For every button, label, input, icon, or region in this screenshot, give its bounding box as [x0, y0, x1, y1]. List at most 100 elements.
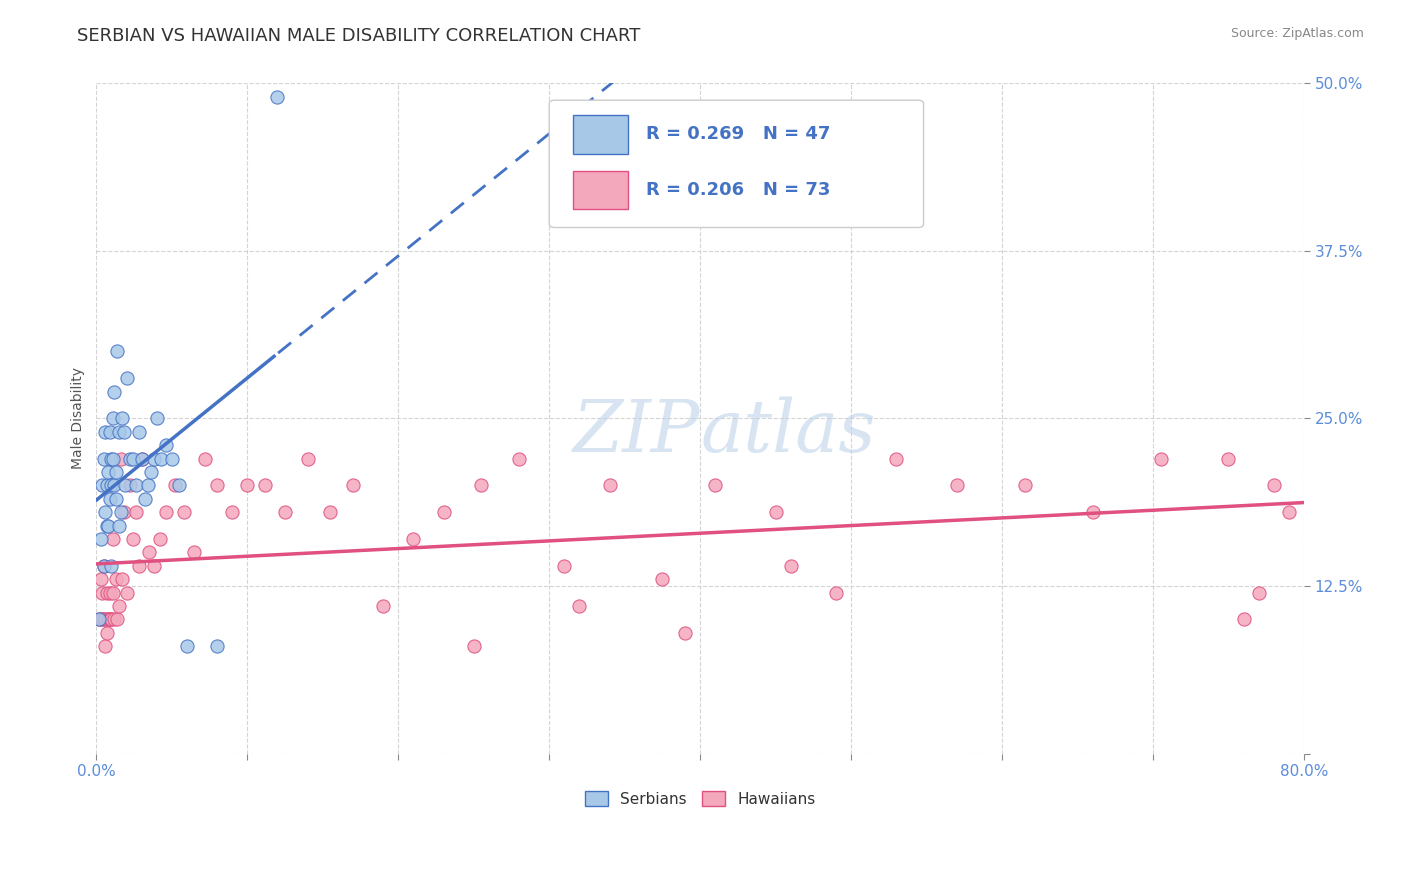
Point — [103, 613, 125, 627]
Point — [107, 344, 129, 359]
Point — [131, 451, 153, 466]
Point — [98, 425, 121, 439]
Text: Source: ZipAtlas.com: Source: ZipAtlas.com — [1230, 27, 1364, 40]
Point — [673, 626, 696, 640]
Point — [118, 478, 141, 492]
Point — [779, 558, 801, 573]
Point — [508, 451, 530, 466]
Text: R = 0.269   N = 47: R = 0.269 N = 47 — [645, 126, 830, 144]
Point — [93, 451, 115, 466]
Point — [98, 585, 121, 599]
Point — [183, 545, 205, 559]
Point — [651, 572, 673, 586]
Point — [90, 613, 112, 627]
Point — [254, 478, 277, 492]
Point — [266, 90, 288, 104]
Point — [342, 478, 364, 492]
Point — [96, 585, 118, 599]
Point — [155, 505, 177, 519]
Point — [100, 558, 122, 573]
Point — [91, 613, 114, 627]
Point — [150, 451, 173, 466]
Point — [100, 478, 122, 492]
Point — [98, 491, 121, 506]
Point — [94, 505, 117, 519]
Y-axis label: Male Disability: Male Disability — [72, 368, 86, 469]
Point — [1232, 613, 1254, 627]
Point — [107, 613, 129, 627]
Point — [94, 640, 117, 654]
Point — [155, 438, 177, 452]
Point — [110, 451, 132, 466]
Point — [236, 478, 259, 492]
Point — [149, 532, 172, 546]
Point — [110, 505, 132, 519]
Point — [111, 411, 134, 425]
Point — [96, 626, 118, 640]
Point — [221, 505, 243, 519]
Bar — [574, 115, 627, 153]
Point — [108, 599, 131, 613]
Point — [100, 451, 122, 466]
Point — [94, 425, 117, 439]
Point — [94, 613, 117, 627]
Point — [100, 613, 122, 627]
Point — [163, 478, 186, 492]
Point — [89, 613, 111, 627]
Legend: Serbians, Hawaiians: Serbians, Hawaiians — [579, 785, 821, 813]
Point — [470, 478, 492, 492]
Point — [319, 505, 342, 519]
Point — [97, 613, 120, 627]
Point — [402, 532, 425, 546]
Point — [138, 545, 160, 559]
Point — [1149, 451, 1171, 466]
Point — [176, 640, 198, 654]
Point — [160, 451, 183, 466]
Point — [121, 532, 143, 546]
Point — [194, 451, 217, 466]
Point — [111, 572, 134, 586]
Point — [121, 451, 143, 466]
Point — [205, 478, 228, 492]
FancyBboxPatch shape — [550, 100, 924, 227]
Text: R = 0.206   N = 73: R = 0.206 N = 73 — [645, 181, 830, 199]
Point — [104, 491, 127, 506]
Point — [91, 478, 114, 492]
Point — [104, 572, 127, 586]
Point — [704, 478, 727, 492]
Point — [1218, 451, 1240, 466]
Point — [145, 411, 167, 425]
Point — [886, 451, 908, 466]
Point — [274, 505, 297, 519]
Point — [100, 613, 122, 627]
Point — [553, 558, 575, 573]
Point — [97, 518, 120, 533]
Point — [115, 371, 138, 385]
Point — [96, 518, 118, 533]
Point — [131, 451, 153, 466]
Text: atlas: atlas — [700, 397, 876, 467]
Point — [103, 478, 125, 492]
Point — [1014, 478, 1036, 492]
Point — [104, 465, 127, 479]
Point — [1278, 505, 1301, 519]
Point — [124, 478, 146, 492]
Point — [90, 532, 112, 546]
Point — [134, 491, 156, 506]
Point — [124, 505, 146, 519]
Point — [599, 478, 621, 492]
Point — [432, 505, 454, 519]
Point — [128, 425, 150, 439]
Text: ZIP: ZIP — [572, 397, 700, 467]
Point — [101, 585, 124, 599]
Point — [139, 465, 162, 479]
Point — [142, 451, 165, 466]
Point — [108, 518, 131, 533]
Point — [173, 505, 195, 519]
Point — [89, 613, 111, 627]
Point — [1247, 585, 1270, 599]
Point — [297, 451, 319, 466]
Point — [90, 572, 112, 586]
Point — [825, 585, 848, 599]
Point — [97, 465, 120, 479]
